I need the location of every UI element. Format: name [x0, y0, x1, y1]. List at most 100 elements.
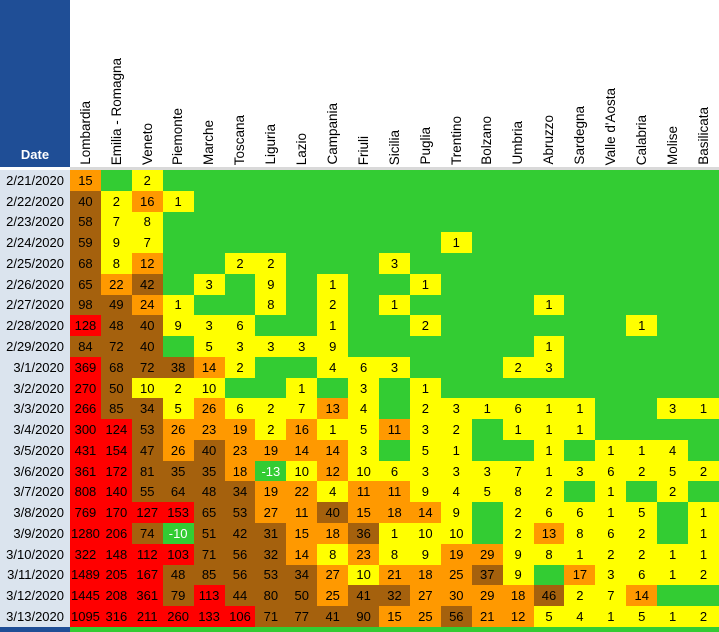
heatmap-cell[interactable]: 1 — [688, 523, 719, 544]
heatmap-cell[interactable] — [193, 232, 225, 254]
heatmap-cell[interactable]: 1280 — [70, 523, 101, 544]
heatmap-cell[interactable]: 2 — [440, 419, 472, 440]
heatmap-cell[interactable] — [471, 336, 503, 357]
region-header-friuli[interactable]: Friuli — [348, 0, 380, 167]
heatmap-cell[interactable] — [626, 232, 658, 254]
heatmap-cell[interactable] — [626, 398, 658, 420]
heatmap-cell[interactable]: 1 — [409, 273, 441, 295]
heatmap-cell[interactable] — [471, 232, 503, 254]
heatmap-cell[interactable]: 84 — [70, 336, 101, 357]
region-header-lazio[interactable]: Lazio — [286, 0, 318, 167]
heatmap-cell[interactable] — [595, 294, 627, 316]
heatmap-cell[interactable]: 34 — [286, 564, 318, 586]
heatmap-cell[interactable]: 51 — [193, 523, 225, 544]
heatmap-cell[interactable]: 1 — [626, 439, 658, 461]
heatmap-cell[interactable]: 80 — [255, 585, 287, 607]
heatmap-cell[interactable]: 3 — [440, 460, 472, 482]
heatmap-cell[interactable]: 18 — [379, 502, 410, 524]
heatmap-cell[interactable]: 1 — [626, 315, 658, 337]
heatmap-cell[interactable] — [162, 273, 194, 295]
heatmap-cell[interactable]: 14 — [409, 502, 441, 524]
heatmap-cell[interactable]: 8 — [255, 294, 287, 316]
heatmap-cell[interactable] — [657, 377, 689, 399]
heatmap-cell[interactable]: 1 — [533, 460, 565, 482]
heatmap-cell[interactable] — [564, 211, 596, 233]
heatmap-cell[interactable]: 769 — [70, 502, 101, 524]
heatmap-cell[interactable]: 16 — [286, 419, 318, 440]
region-header-sicilia[interactable]: Sicilia — [379, 0, 410, 167]
heatmap-cell[interactable] — [657, 315, 689, 337]
heatmap-cell[interactable] — [595, 336, 627, 357]
heatmap-cell[interactable]: 1 — [317, 315, 349, 337]
heatmap-cell[interactable]: 8 — [317, 543, 349, 565]
heatmap-cell[interactable] — [348, 170, 380, 191]
heatmap-cell[interactable]: 2 — [409, 315, 441, 337]
heatmap-cell[interactable]: 1 — [162, 294, 194, 316]
heatmap-cell[interactable] — [348, 211, 380, 233]
heatmap-cell[interactable] — [657, 523, 689, 544]
heatmap-cell[interactable]: 2 — [502, 502, 534, 524]
heatmap-cell[interactable] — [502, 315, 534, 337]
heatmap-cell[interactable]: 3 — [564, 460, 596, 482]
heatmap-cell[interactable]: 205 — [100, 564, 132, 586]
heatmap-cell[interactable] — [595, 356, 627, 378]
region-header-piemonte[interactable]: Piemonte — [162, 0, 194, 167]
heatmap-cell[interactable]: 23 — [224, 439, 256, 461]
heatmap-cell[interactable]: 64 — [162, 481, 194, 503]
heatmap-cell[interactable]: 12 — [131, 253, 163, 274]
heatmap-cell[interactable]: 71 — [255, 606, 287, 627]
heatmap-cell[interactable] — [626, 377, 658, 399]
heatmap-cell[interactable]: 2 — [657, 481, 689, 503]
heatmap-cell[interactable]: 1 — [533, 419, 565, 440]
heatmap-cell[interactable] — [564, 336, 596, 357]
heatmap-cell[interactable]: 34 — [224, 481, 256, 503]
heatmap-cell[interactable] — [286, 273, 318, 295]
heatmap-cell[interactable]: 113 — [193, 585, 225, 607]
heatmap-cell[interactable]: 6 — [564, 502, 596, 524]
heatmap-cell[interactable] — [688, 439, 719, 461]
heatmap-cell[interactable]: 3 — [224, 336, 256, 357]
heatmap-cell[interactable]: 35 — [162, 460, 194, 482]
heatmap-cell[interactable]: 4 — [440, 481, 472, 503]
heatmap-cell[interactable] — [440, 170, 472, 191]
heatmap-cell[interactable] — [626, 253, 658, 274]
heatmap-cell[interactable]: 1 — [162, 190, 194, 212]
heatmap-cell[interactable] — [100, 170, 132, 191]
heatmap-cell[interactable]: 1 — [657, 606, 689, 627]
heatmap-cell[interactable]: 1 — [533, 294, 565, 316]
heatmap-cell[interactable]: 1 — [317, 419, 349, 440]
heatmap-cell[interactable] — [595, 398, 627, 420]
heatmap-cell[interactable] — [255, 356, 287, 378]
heatmap-cell[interactable]: 72 — [100, 336, 132, 357]
heatmap-cell[interactable] — [348, 253, 380, 274]
heatmap-cell[interactable] — [224, 294, 256, 316]
region-header-campania[interactable]: Campania — [317, 0, 349, 167]
heatmap-cell[interactable] — [348, 315, 380, 337]
heatmap-cell[interactable]: 14 — [193, 356, 225, 378]
heatmap-cell[interactable]: 1 — [688, 398, 719, 420]
heatmap-cell[interactable] — [502, 439, 534, 461]
heatmap-cell[interactable]: 3 — [595, 564, 627, 586]
heatmap-cell[interactable] — [379, 315, 410, 337]
heatmap-cell[interactable]: 8 — [100, 253, 132, 274]
row-date-label[interactable]: 3/6/2020 — [0, 460, 70, 482]
heatmap-cell[interactable] — [348, 336, 380, 357]
heatmap-cell[interactable]: 53 — [131, 419, 163, 440]
heatmap-cell[interactable]: 53 — [224, 502, 256, 524]
heatmap-cell[interactable] — [379, 377, 410, 399]
heatmap-cell[interactable]: 4 — [564, 606, 596, 627]
heatmap-cell[interactable] — [502, 377, 534, 399]
heatmap-cell[interactable] — [379, 170, 410, 191]
heatmap-cell[interactable] — [471, 502, 503, 524]
heatmap-cell[interactable]: 206 — [100, 523, 132, 544]
heatmap-cell[interactable] — [533, 253, 565, 274]
heatmap-cell[interactable]: 27 — [317, 564, 349, 586]
heatmap-cell[interactable]: 2 — [317, 294, 349, 316]
heatmap-cell[interactable] — [657, 170, 689, 191]
heatmap-cell[interactable]: 5 — [626, 502, 658, 524]
heatmap-cell[interactable] — [502, 232, 534, 254]
heatmap-cell[interactable]: 1095 — [70, 606, 101, 627]
heatmap-cell[interactable] — [348, 232, 380, 254]
heatmap-cell[interactable] — [564, 439, 596, 461]
heatmap-cell[interactable]: 13 — [533, 523, 565, 544]
